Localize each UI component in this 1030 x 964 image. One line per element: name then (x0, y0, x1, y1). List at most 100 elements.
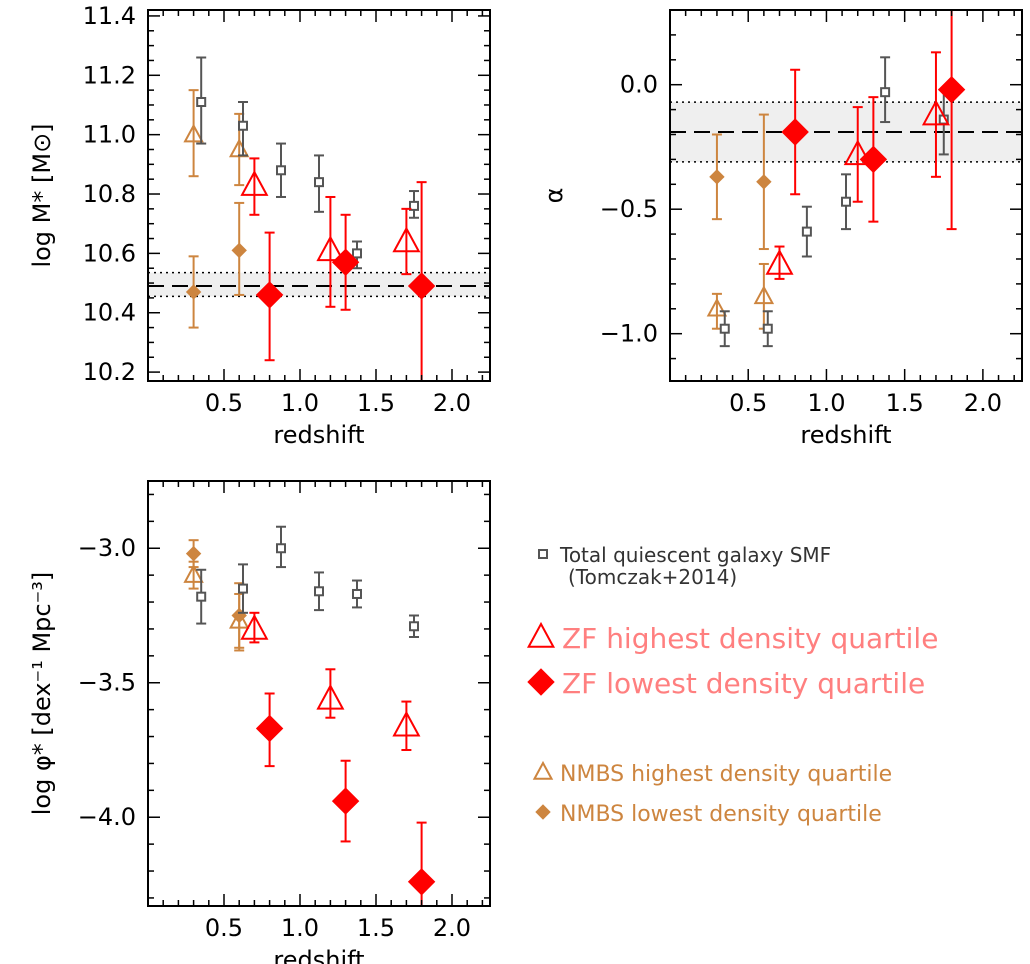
series-nmbs_low (185, 539, 247, 652)
data-point-tomczak (762, 323, 773, 334)
data-point-zf_low (781, 118, 809, 146)
data-point-nmbs_high (753, 285, 775, 305)
series-tomczak (196, 56, 419, 270)
data-point-zf_high (392, 710, 421, 737)
x-axis-title: redshift (273, 421, 364, 449)
data-point-nmbs_low (709, 169, 725, 185)
y-tick-label: −3.5 (78, 669, 136, 697)
x-axis-title: redshift (800, 421, 891, 449)
data-point-zf_low (937, 75, 966, 104)
x-tick-label: 1.5 (886, 389, 924, 417)
panel-phi-vs-redshift: 0.5 1.0 1.5 2.0 −4.0 −3.5 −3.0 redshift log φ* [… (28, 480, 491, 964)
x-tick-label: 0.5 (205, 389, 243, 417)
legend-label-nmbs_high: NMBS highest density quartile (560, 762, 892, 787)
data-point-tomczak (880, 87, 891, 98)
y-tick-label: 11.0 (83, 121, 136, 149)
data-point-zf_low (859, 145, 888, 174)
data-point-tomczak (801, 226, 812, 237)
series-zf_high (240, 611, 421, 751)
legend-marker-nmbs_high (532, 760, 554, 780)
data-point-tomczak (314, 177, 324, 188)
data-point-zf_high (392, 226, 421, 253)
x-tick-label: 1.0 (807, 389, 845, 417)
series-nmbs_high (706, 262, 775, 330)
y-tick-label: 10.8 (83, 180, 136, 208)
data-point-tomczak (196, 591, 207, 602)
data-point-tomczak (314, 586, 324, 597)
legend-label-zf_low: ZF lowest density quartile (562, 667, 925, 700)
data-point-zf_high (240, 613, 269, 640)
panel-mass-vs-redshift: 0.5 1.0 1.5 2.0 10.2 10.4 10.6 10.8 11.0 11.2 11.4… (28, 2, 491, 449)
data-point-tomczak (238, 120, 248, 131)
legend-sublabel-tomczak: (Tomczak+2014) (568, 565, 737, 589)
data-point-zf_low (407, 272, 436, 300)
data-point-nmbs_high (706, 297, 728, 317)
series-zf_low (255, 181, 436, 381)
data-point-zf_low (255, 714, 284, 743)
plot-frame (147, 9, 491, 382)
legend-marker-nmbs_low (535, 804, 551, 820)
data-point-tomczak (276, 165, 286, 176)
x-tick-label: 2.0 (433, 914, 471, 942)
series-zf_high (765, 51, 950, 280)
y-axis-title: log φ* [dex⁻¹ Mpc⁻³] (28, 572, 56, 816)
y-tick-label: −1.0 (600, 320, 658, 348)
data-point-zf_low (255, 281, 284, 309)
data-point-nmbs_low (185, 545, 202, 562)
data-point-zf_high (240, 170, 269, 196)
panel-alpha-vs-redshift: 0.5 1.0 1.5 2.0 −1.0 −0.5 0.0 redshift α (540, 9, 1023, 449)
series-zf_low (781, 10, 966, 231)
data-point-zf_high (921, 99, 950, 126)
series-zf_high (240, 157, 421, 308)
data-point-zf_high (765, 248, 794, 275)
plot-frame (669, 9, 1023, 382)
series-tomczak (196, 525, 419, 639)
y-tick-label: −0.5 (600, 195, 658, 223)
legend-marker-zf_high (526, 621, 556, 648)
legend-label-nmbs_low: NMBS lowest density quartile (560, 802, 882, 827)
x-tick-label: 1.5 (357, 914, 395, 942)
data-point-zf_low (331, 787, 360, 815)
data-point-zf_high (316, 235, 345, 262)
y-axis-title: log M* [M⊙] (28, 123, 56, 267)
y-tick-label: 10.2 (83, 358, 136, 386)
y-tick-label: 0.0 (620, 71, 658, 99)
x-tick-label: 1.0 (281, 389, 319, 417)
x-tick-label: 0.5 (205, 914, 243, 942)
data-point-tomczak (409, 200, 419, 211)
series-tomczak (719, 56, 949, 348)
x-axis-title: redshift (273, 946, 364, 964)
series-nmbs_low (709, 113, 772, 251)
y-tick-label: 11.4 (83, 2, 136, 30)
data-point-tomczak (276, 543, 286, 554)
data-point-nmbs_low (185, 284, 202, 300)
y-tick-label: 10.6 (83, 239, 136, 267)
data-point-nmbs_low (231, 242, 247, 259)
series-zf_low (255, 692, 436, 906)
x-tick-label: 2.0 (964, 389, 1002, 417)
legend-label-zf_high: ZF highest density quartile (562, 622, 938, 655)
x-tick-label: 1.5 (357, 389, 395, 417)
data-point-zf_high (843, 139, 872, 166)
data-point-tomczak (841, 196, 851, 207)
plot-frame (147, 480, 491, 907)
data-point-tomczak (238, 583, 248, 594)
legend-marker-zf_low (527, 668, 555, 696)
legend-label-tomczak: Total quiescent galaxy SMF (559, 543, 831, 567)
y-tick-label: −4.0 (78, 803, 136, 831)
reference-band (148, 272, 490, 297)
y-tick-label: −3.0 (78, 534, 136, 562)
x-tick-label: 1.0 (281, 914, 319, 942)
data-point-nmbs_low (756, 174, 772, 190)
y-axis-title: α (540, 188, 568, 204)
data-point-tomczak (196, 97, 207, 108)
data-point-tomczak (352, 248, 362, 259)
x-tick-label: 2.0 (433, 389, 471, 417)
data-point-tomczak (409, 621, 419, 632)
data-point-zf_high (316, 683, 345, 710)
data-point-tomczak (352, 588, 362, 599)
data-point-nmbs_high (183, 123, 204, 143)
y-tick-label: 10.4 (83, 299, 136, 327)
y-tick-label: 11.2 (83, 61, 136, 89)
